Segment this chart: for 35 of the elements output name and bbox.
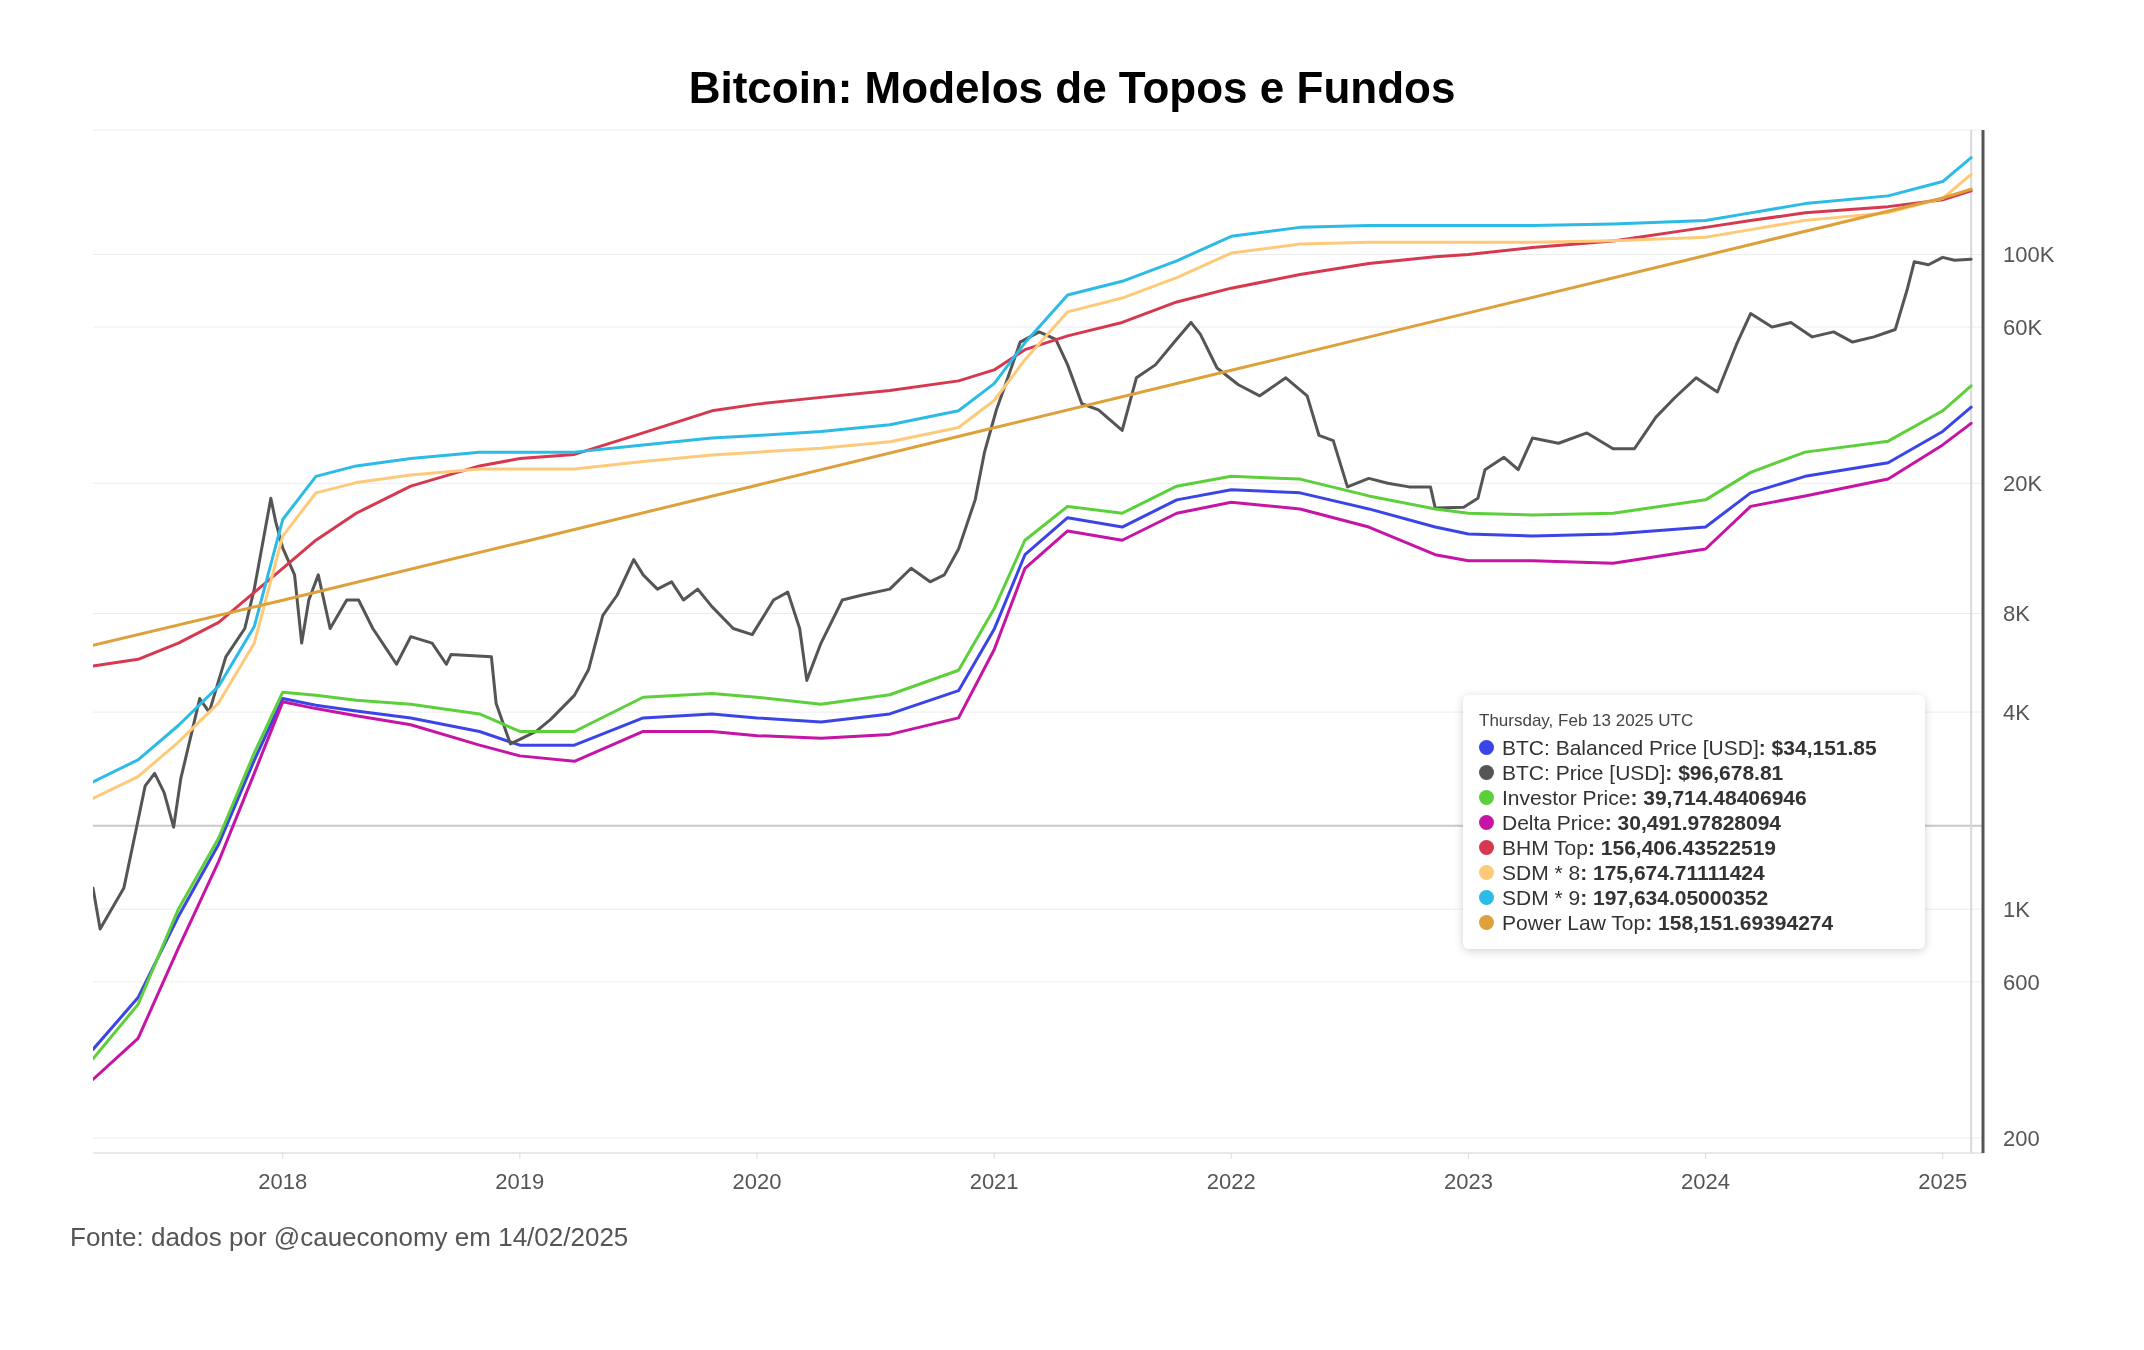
x-tick-label: 2021 bbox=[969, 1168, 1019, 1194]
y-tick-label: 200 bbox=[2003, 1125, 2040, 1151]
annotation: Thursday, Feb 13 2025 UTC bbox=[1479, 711, 1695, 731]
y-tick-label: 600 bbox=[2003, 969, 2040, 995]
source-note: Fonte: dados por @caueconomy em 14/02/2025 bbox=[70, 1221, 630, 1254]
y-tick-label: 1K bbox=[2003, 897, 2031, 923]
y-tick-label: 4K bbox=[2003, 699, 2031, 725]
x-tick-label: 2019 bbox=[495, 1168, 545, 1194]
y-tick-label: 100K bbox=[2003, 242, 2055, 268]
annotation: : 156,406.43522519 bbox=[1587, 835, 1776, 860]
x-tick-label: 2023 bbox=[1443, 1168, 1493, 1194]
annotation: : $96,678.81 bbox=[1665, 760, 1784, 785]
chart-title: Bitcoin: Modelos de Topos e Fundos bbox=[687, 62, 1457, 114]
legend-label: Delta Price bbox=[1502, 810, 1605, 835]
x-tick-label: 2020 bbox=[732, 1168, 782, 1194]
legend-label: Investor Price bbox=[1502, 785, 1631, 810]
legend-label: BHM Top bbox=[1502, 835, 1588, 860]
y-tick-label: 8K bbox=[2003, 601, 2031, 627]
x-tick-label: 2022 bbox=[1206, 1168, 1256, 1194]
x-tick-label: 2024 bbox=[1681, 1168, 1731, 1194]
annotation: : 197,634.05000352 bbox=[1580, 885, 1769, 910]
y-tick-label: 20K bbox=[2003, 471, 2043, 497]
annotation: : 30,491.97828094 bbox=[1604, 810, 1782, 835]
annotation: : 39,714.48406946 bbox=[1630, 785, 1807, 810]
legend-label: SDM * 8 bbox=[1502, 860, 1581, 885]
legend-label: SDM * 9 bbox=[1502, 885, 1581, 910]
annotation: : 158,151.69394274 bbox=[1645, 910, 1834, 935]
legend-label: Power Law Top bbox=[1502, 910, 1646, 935]
x-tick-label: 2018 bbox=[258, 1168, 308, 1194]
x-tick-label: 2025 bbox=[1918, 1168, 1968, 1194]
y-tick-label: 60K bbox=[2003, 314, 2043, 340]
legend-label: BTC: Price [USD] bbox=[1502, 760, 1666, 785]
annotation: : 175,674.71111424 bbox=[1580, 860, 1765, 885]
annotation: : $34,151.85 bbox=[1758, 735, 1877, 760]
legend-label: BTC: Balanced Price [USD] bbox=[1502, 735, 1759, 760]
